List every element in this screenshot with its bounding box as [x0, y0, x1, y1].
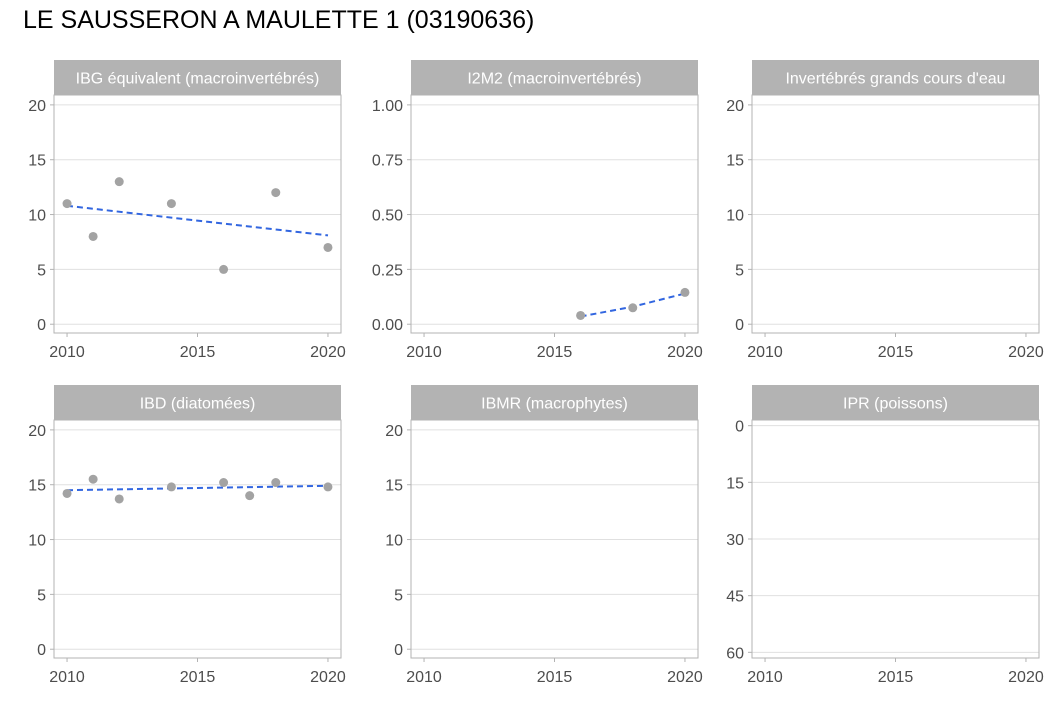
x-tick-label: 2010: [747, 669, 783, 686]
y-tick-label: 1.00: [372, 98, 403, 115]
data-point: [271, 478, 281, 488]
y-tick-label: 15: [385, 478, 403, 495]
panel-border: [53, 94, 342, 334]
facet-strip: [411, 60, 698, 95]
y-tick-label: 0: [735, 419, 744, 436]
data-point: [62, 199, 72, 209]
x-tick-label: 2010: [49, 344, 85, 361]
y-tick-label: 15: [28, 478, 46, 495]
data-point: [219, 264, 229, 274]
y-tick-label: 5: [37, 587, 46, 604]
trend-line: [66, 484, 329, 492]
y-tick-label: 20: [385, 423, 403, 440]
data-point: [628, 303, 638, 313]
data-point: [576, 310, 586, 320]
facet-title: IBD (diatomées): [140, 396, 256, 413]
x-tick-label: 2010: [49, 669, 85, 686]
x-tick-label: 2020: [310, 669, 346, 686]
x-tick-label: 2020: [1008, 669, 1044, 686]
y-tick-label: 10: [28, 208, 46, 225]
data-point: [88, 231, 98, 241]
facet-panel: I2M2 (macroinvertébrés) 0.00 0.25 0.50 0.75 1…: [372, 60, 703, 361]
panel-border: [410, 94, 699, 334]
facet-title: IBG équivalent (macroinvertébrés): [76, 71, 320, 88]
facet-title: Invertébrés grands cours d'eau: [785, 71, 1005, 88]
data-point: [245, 491, 255, 501]
facet-strip: [54, 60, 341, 95]
y-tick-label: 0.75: [372, 153, 403, 170]
x-tick-label: 2010: [406, 344, 442, 361]
x-tick-label: 2015: [537, 344, 573, 361]
y-tick-label: 10: [385, 533, 403, 550]
facet-panel: Invertébrés grands cours d'eau0510152020…: [726, 60, 1044, 361]
data-point: [271, 188, 281, 198]
facet-strip: [752, 385, 1039, 420]
panel-border: [53, 419, 342, 659]
x-tick-label: 2020: [667, 669, 703, 686]
data-point: [88, 474, 98, 484]
y-tick-label: 0: [37, 642, 46, 659]
x-tick-label: 2015: [878, 669, 914, 686]
y-tick-label: 20: [726, 98, 744, 115]
panel-border: [410, 419, 699, 659]
facet-panel: IBMR (macrophytes) 0 5 10 15 20 2010 2015 2020: [385, 385, 703, 686]
y-tick-label: 0: [735, 317, 744, 334]
x-tick-label: 2010: [747, 344, 783, 361]
data-point: [62, 488, 72, 498]
y-tick-label: 0: [394, 642, 403, 659]
facet-title: I2M2 (macroinvertébrés): [467, 71, 641, 88]
data-point: [114, 494, 124, 504]
y-tick-label: 20: [28, 423, 46, 440]
facet-panel: IBG équivalent (macroinvertébrés) 0 5 10 15 2…: [28, 60, 346, 361]
facet-title: IBMR (macrophytes): [481, 396, 628, 413]
y-tick-label: 0.50: [372, 208, 403, 225]
facet-strip: [54, 385, 341, 420]
data-point: [166, 482, 176, 492]
y-tick-label: 60: [726, 645, 744, 662]
y-tick-label: 15: [726, 153, 744, 170]
facet-title: IPR (poissons): [843, 396, 948, 413]
y-tick-label: 15: [726, 475, 744, 492]
y-tick-label: 20: [28, 98, 46, 115]
panel-border: [751, 94, 1040, 334]
x-tick-label: 2015: [180, 669, 216, 686]
y-tick-label: 45: [726, 589, 744, 606]
trend-line: [66, 204, 329, 237]
data-point: [114, 177, 124, 187]
data-point: [323, 482, 333, 492]
x-tick-label: 2010: [406, 669, 442, 686]
data-point: [166, 199, 176, 209]
facet-strip: [752, 60, 1039, 95]
data-point: [680, 287, 690, 297]
y-tick-label: 0.25: [372, 262, 403, 279]
y-tick-label: 5: [394, 587, 403, 604]
x-tick-label: 2015: [180, 344, 216, 361]
x-tick-label: 2020: [667, 344, 703, 361]
x-tick-label: 2020: [310, 344, 346, 361]
y-tick-label: 0.00: [372, 317, 403, 334]
y-tick-label: 10: [28, 533, 46, 550]
data-point: [219, 478, 229, 488]
facet-panel: IBD (diatomées) 0 5 10 15 20 2010 2015 2020: [28, 385, 346, 686]
page-title: LE SAUSSERON A MAULETTE 1 (03190636): [23, 6, 535, 34]
data-point: [323, 242, 333, 252]
y-tick-label: 10: [726, 208, 744, 225]
x-tick-label: 2015: [537, 669, 573, 686]
y-tick-label: 0: [37, 317, 46, 334]
x-tick-label: 2015: [878, 344, 914, 361]
x-tick-label: 2020: [1008, 344, 1044, 361]
y-tick-label: 15: [28, 153, 46, 170]
facet-strip: [411, 385, 698, 420]
y-tick-label: 5: [37, 262, 46, 279]
y-tick-label: 30: [726, 532, 744, 549]
y-tick-label: 5: [735, 262, 744, 279]
